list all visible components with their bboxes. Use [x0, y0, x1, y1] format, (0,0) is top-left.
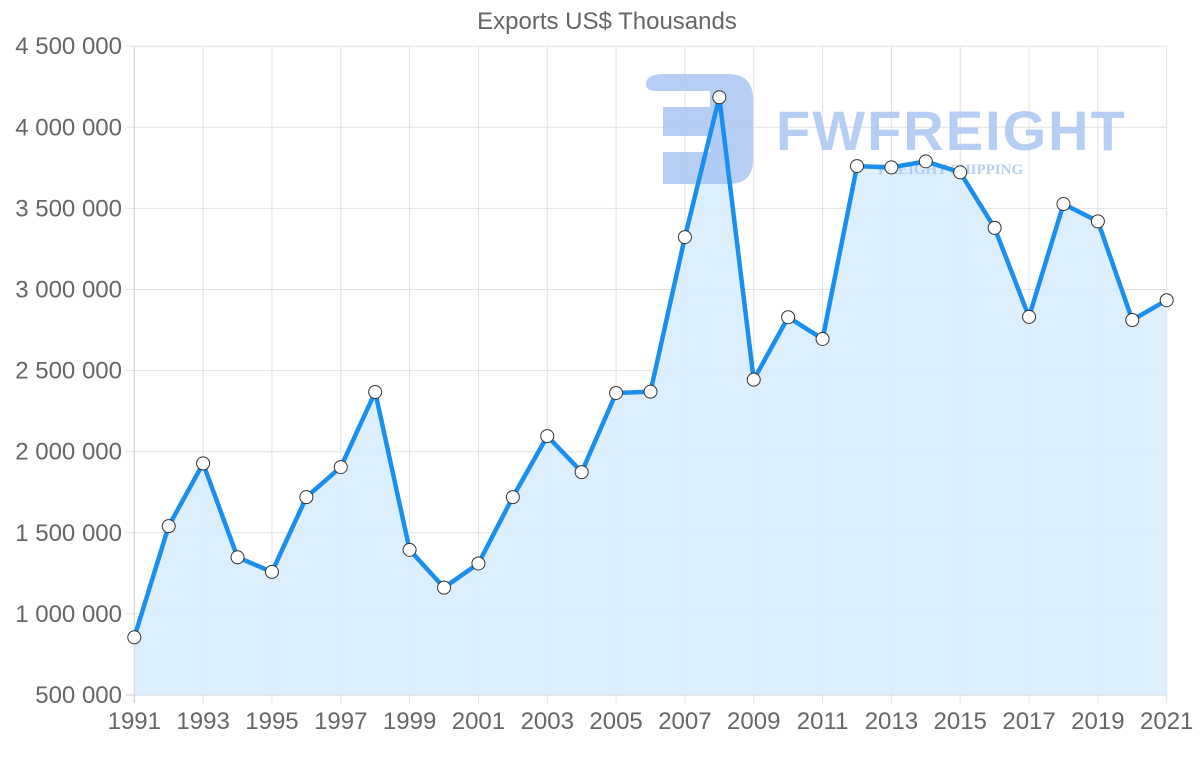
data-point-marker[interactable]: 2010: 2829000	[781, 310, 796, 325]
y-tick-label: 3 000 000	[15, 277, 122, 304]
y-tick-label: 500 000	[35, 682, 122, 709]
y-tick-label: 2 000 000	[15, 439, 122, 466]
data-point-marker[interactable]: 2019: 3420000	[1090, 214, 1105, 229]
data-point-marker[interactable]: 2007: 3323000	[677, 230, 692, 245]
data-point-marker[interactable]: 2009: 2444000	[746, 372, 761, 387]
y-tick-label: 2 500 000	[15, 358, 122, 385]
data-point-marker[interactable]: 2021: 2934000	[1159, 293, 1174, 308]
x-tick-label: 1993	[176, 708, 229, 735]
x-tick-label: 2009	[727, 708, 780, 735]
x-tick-label: 2005	[589, 708, 642, 735]
fwfreight-logo-icon	[646, 74, 753, 184]
x-tick-label: 2017	[1002, 708, 1055, 735]
data-point-marker[interactable]: 1991: 856000	[127, 630, 142, 645]
data-point-marker[interactable]: 2001: 1311000	[471, 556, 486, 571]
y-tick-label: 1 000 000	[15, 601, 122, 628]
x-tick-label: 1995	[245, 708, 298, 735]
data-point-marker[interactable]: 2012: 3761000	[849, 159, 864, 174]
x-axis: 1991 1993 1995 1997 1999 2001 2003 2005 2007 2009…	[108, 708, 1194, 735]
data-point-marker[interactable]: 1996: 1720000	[299, 490, 314, 505]
data-point-marker[interactable]: 2014: 3790000	[918, 154, 933, 169]
x-tick-label: 1999	[383, 708, 436, 735]
x-tick-label: 1991	[108, 708, 161, 735]
data-point-marker[interactable]: 1997: 1905000	[333, 460, 348, 475]
data-point-marker[interactable]: 1999: 1395000	[402, 542, 417, 557]
data-point-marker[interactable]: 1995: 1259000	[264, 564, 279, 579]
data-point-marker[interactable]: 1994: 1349000	[230, 550, 245, 565]
x-tick-label: 2001	[452, 708, 505, 735]
x-tick-label: 2003	[521, 708, 574, 735]
x-tick-label: 2019	[1071, 708, 1124, 735]
data-point-marker[interactable]: 2006: 2370000	[643, 384, 658, 399]
x-tick-label: 2011	[797, 708, 849, 735]
y-axis: 500 000 1 000 000 1 500 000 2 000 000 2 500 …	[15, 33, 122, 709]
data-point-marker[interactable]: 2020: 2812000	[1125, 312, 1140, 327]
data-point-marker[interactable]: 2015: 3722000	[953, 165, 968, 180]
x-tick-label: 2007	[658, 708, 711, 735]
x-tick-label: 2015	[934, 708, 987, 735]
watermark-brand: FWFREIGHT	[776, 99, 1127, 162]
y-tick-label: 4 000 000	[15, 114, 122, 141]
data-point-marker[interactable]: 2004: 1874000	[574, 465, 589, 480]
x-tick-label: 2013	[865, 708, 918, 735]
data-point-marker[interactable]: 2011: 2695000	[815, 331, 830, 346]
y-tick-label: 4 500 000	[15, 33, 122, 60]
data-point-marker[interactable]: 2002: 1720000	[505, 490, 520, 505]
data-point-marker[interactable]: 2016: 3380000	[987, 220, 1002, 235]
data-point-marker[interactable]: 2005: 2362000	[609, 385, 624, 400]
data-point-marker[interactable]: 2018: 3527000	[1056, 197, 1071, 212]
data-point-marker[interactable]: 1992: 1541000	[161, 519, 176, 534]
x-tick-label: 2021	[1140, 708, 1193, 735]
y-tick-label: 1 500 000	[15, 520, 122, 547]
data-point-marker[interactable]: 2013: 3753000	[884, 160, 899, 175]
data-point-marker[interactable]: 1993: 1928000	[196, 456, 211, 471]
data-point-marker[interactable]: 2003: 2096000	[540, 429, 555, 444]
data-point-marker[interactable]: 1998: 2368000	[368, 385, 383, 400]
chart-title: Exports US$ Thousands	[477, 8, 737, 35]
x-tick-label: 1997	[314, 708, 367, 735]
y-tick-label: 3 500 000	[15, 195, 122, 222]
data-point-marker[interactable]: 2017: 2831000	[1022, 309, 1037, 324]
data-markers: 1991: 856000 1992: 1541000 1993: 1928000 19…	[127, 90, 1174, 645]
data-point-marker[interactable]: 2008: 4185000	[712, 90, 727, 105]
